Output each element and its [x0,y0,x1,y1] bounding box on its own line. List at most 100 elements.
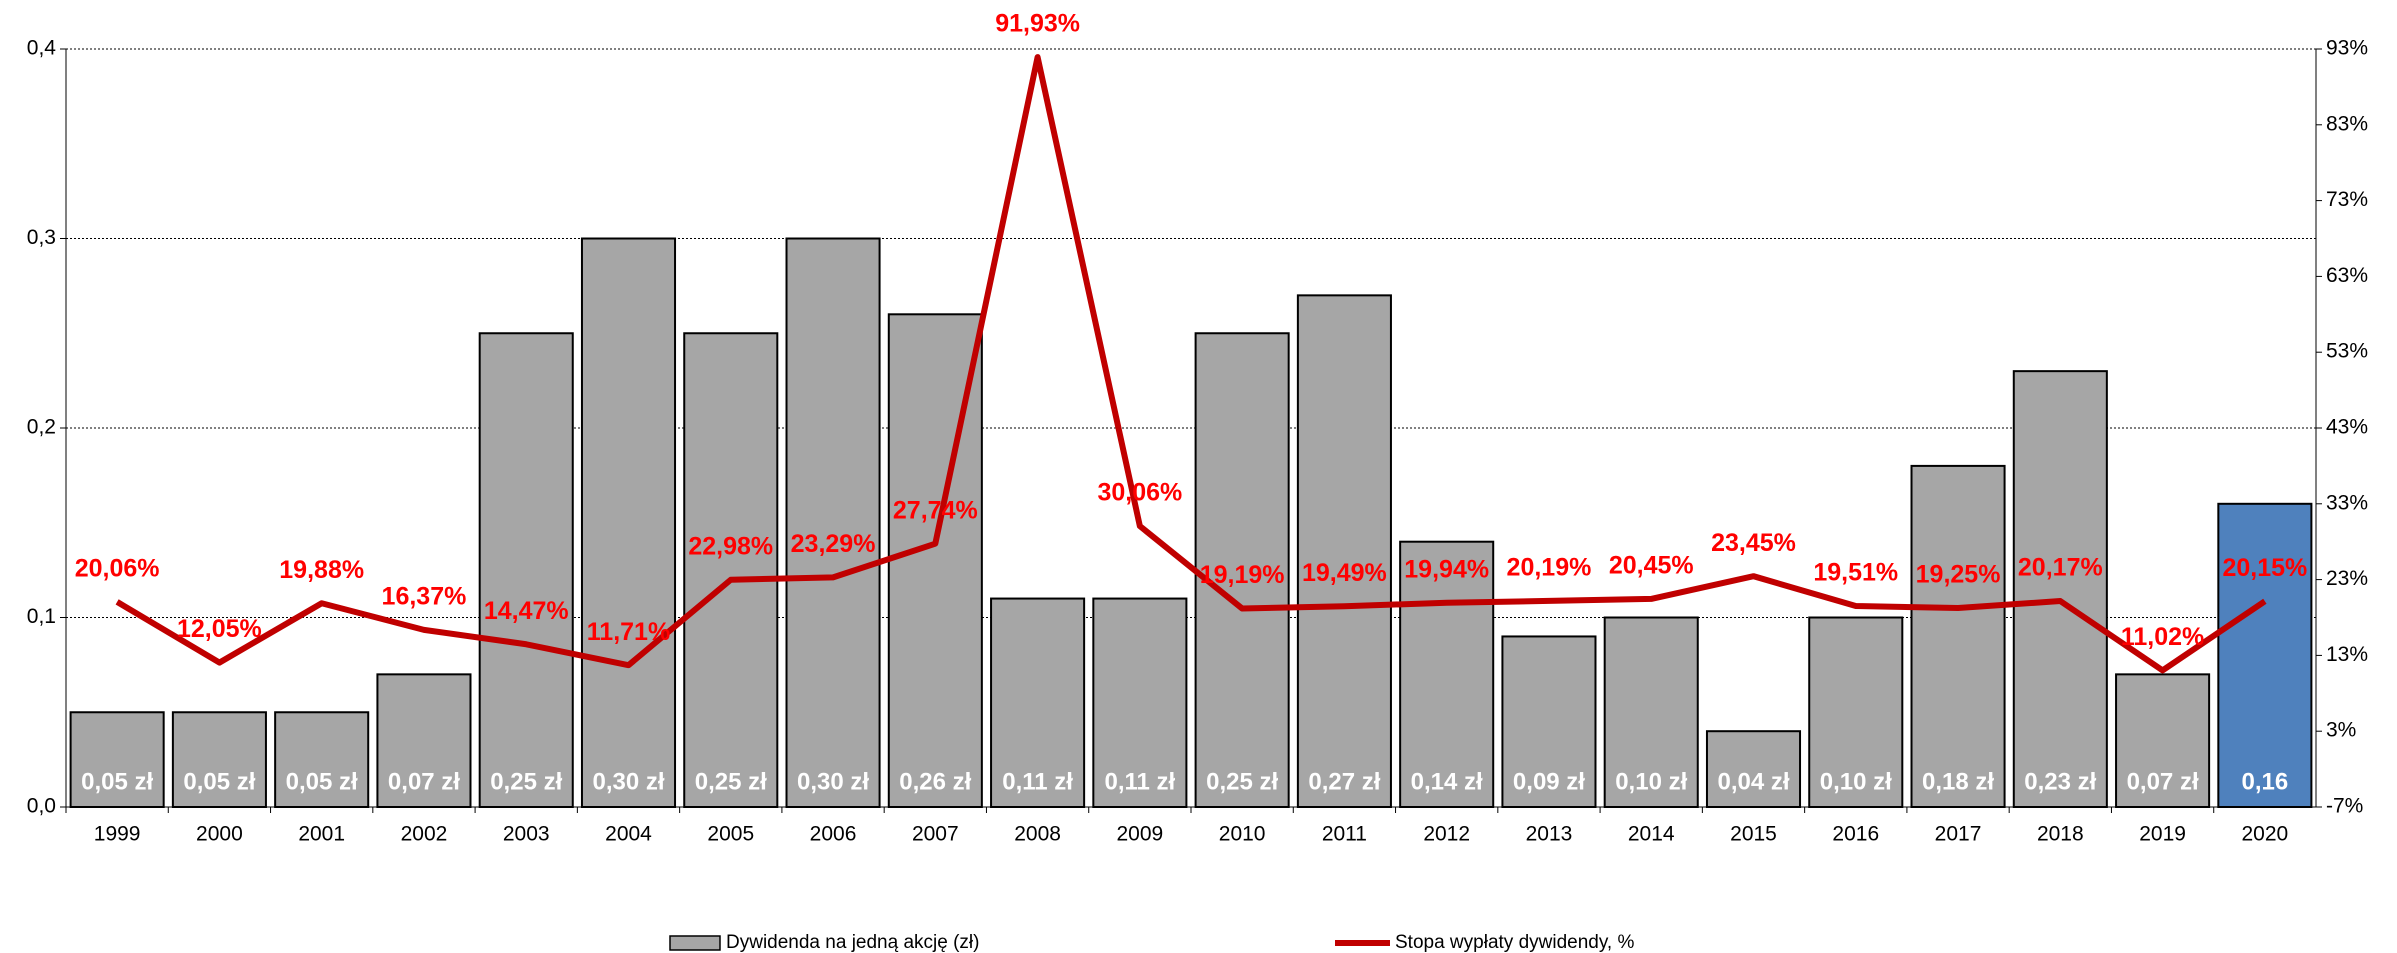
bar-value-label: 0,07 zł [2127,768,2199,795]
bar-value-label: 0,11 zł [1104,768,1175,795]
bar-value-label: 0,23 zł [2024,768,2096,795]
bar [1399,540,1495,808]
x-tick-label: 2001 [298,823,345,846]
bar [1603,616,1699,808]
y2-tick-label: 13% [2326,643,2368,666]
bar-value-label: 0,25 zł [1206,768,1278,795]
bar [785,237,881,808]
line-value-label: 23,29% [791,530,876,558]
y2-tick-label: 23% [2326,567,2368,590]
bar [478,332,574,808]
x-tick-label: 2017 [1935,823,1982,846]
bar [2115,673,2211,808]
y2-tick-label: -7% [2326,795,2363,818]
bar [1296,294,1392,808]
x-tick-label: 2015 [1730,823,1777,846]
x-tick-label: 2005 [707,823,754,846]
x-tick-label: 2010 [1219,823,1266,846]
y2-tick-label: 63% [2326,264,2368,287]
x-tick-label: 2014 [1628,823,1675,846]
x-tick-label: 2013 [1526,823,1573,846]
x-tick-label: 2002 [401,823,448,846]
line-value-label: 19,94% [1404,555,1489,583]
bar [1501,635,1597,809]
bar-value-label: 0,10 zł [1820,768,1892,795]
x-tick-label: 2006 [810,823,857,846]
x-tick-label: 2000 [196,823,243,846]
y2-tick-label: 53% [2326,340,2368,363]
bar-value-label: 0,30 zł [592,768,664,795]
line-value-label: 16,37% [382,582,467,610]
bar [2217,502,2313,808]
line-value-label: 91,93% [995,10,1080,38]
x-tick-label: 2020 [2242,823,2289,846]
x-tick-label: 1999 [94,823,141,846]
bar-value-label: 0,25 zł [490,768,562,795]
line-value-label: 20,06% [75,554,160,582]
y-tick-label: 0,3 [27,226,56,249]
y2-tick-label: 43% [2326,416,2368,439]
x-tick-label: 2003 [503,823,550,846]
bar [376,673,472,808]
bar [1808,616,1904,808]
line-value-label: 20,19% [1507,554,1592,582]
bar [1910,464,2006,808]
y-tick-label: 0,4 [27,37,57,60]
y-tick-label: 0,0 [27,795,56,818]
line-value-label: 23,45% [1711,529,1796,557]
x-tick-label: 2018 [2037,823,2084,846]
bar [580,237,677,808]
y-tick-label: 0,1 [27,605,56,628]
line-value-label: 11,02% [2121,623,2204,651]
bar-value-label: 0,10 zł [1615,768,1687,795]
line-value-label: 14,47% [484,597,569,625]
y2-tick-label: 93% [2326,37,2368,60]
bar-value-label: 0,04 zł [1717,768,1789,795]
bar [2012,370,2108,808]
line-value-label: 20,15% [2222,554,2307,582]
x-tick-label: 2019 [2139,823,2186,846]
bar-value-label: 0,07 zł [388,768,460,795]
y2-tick-label: 33% [2326,491,2368,514]
x-tick-label: 2004 [605,823,652,846]
y2-tick-label: 83% [2326,112,2368,135]
line-value-label: 19,88% [279,556,364,584]
legend-label: Dywidenda na jedną akcję (zł) [726,932,979,953]
bar-value-label: 0,05 zł [81,768,153,795]
line-value-label: 20,45% [1609,552,1694,580]
bar [990,597,1086,808]
line-value-label: 19,19% [1200,561,1285,589]
bar [1705,730,1802,809]
legend-label: Stopa wypłaty dywidendy, % [1395,932,1634,953]
line-value-label: 11,71% [587,618,670,646]
line [115,54,2267,674]
bar [1092,597,1188,808]
line-value-label: 20,17% [2018,554,2103,582]
bar-value-label: 0,18 zł [1922,768,1994,795]
y-tick-label: 0,2 [27,416,56,439]
bar-value-label: 0,27 zł [1308,768,1380,795]
x-tick-label: 2012 [1423,823,1470,846]
legend-swatch [669,935,721,951]
x-tick-label: 2011 [1322,823,1367,846]
bar-value-label: 0,30 zł [797,768,869,795]
line-value-label: 27,74% [893,496,978,524]
x-tick-label: 2007 [912,823,959,846]
x-tick-label: 2008 [1014,823,1061,846]
y2-tick-label: 73% [2326,188,2368,211]
line-value-label: 12,05% [177,615,262,643]
x-tick-label: 2009 [1117,823,1164,846]
line-value-label: 19,49% [1302,559,1387,587]
bar [683,332,779,808]
x-tick-label: 2016 [1832,823,1879,846]
bar [1194,332,1290,808]
bar-value-label: 0,05 zł [183,768,255,795]
bar-value-label: 0,26 zł [899,768,971,795]
y2-tick-label: 3% [2326,719,2356,742]
bar-value-label: 0,09 zł [1513,768,1585,795]
line-value-label: 30,06% [1097,479,1182,507]
line-value-label: 19,25% [1916,561,2001,589]
bar-value-label: 0,25 zł [695,768,767,795]
bar-value-label: 0,14 zł [1411,768,1483,795]
